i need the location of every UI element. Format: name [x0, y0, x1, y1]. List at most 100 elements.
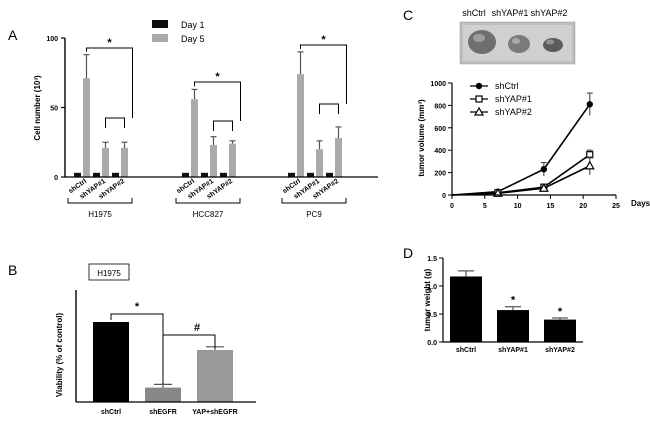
panel-d-y-tick-label: 0.0 [427, 340, 437, 347]
panel-a-legend-swatch [152, 20, 168, 28]
tumor-photo [459, 21, 576, 65]
panel-a-sig-bracket [300, 44, 347, 104]
panel-a-bar-day5 [191, 99, 198, 177]
panel-a-bar-day1 [182, 172, 189, 177]
panel-c-legend-label: shYAP#2 [495, 107, 532, 117]
panel-a-sig-star: * [321, 34, 326, 46]
panel-a-bar-day1 [201, 172, 208, 177]
tumor-photo-label: shYAP#2 [531, 8, 568, 18]
panel-c-x-tick-label: 10 [514, 203, 522, 210]
panel-a-ylabel: Cell number (10³) [33, 75, 42, 141]
panel-b-bar [93, 322, 129, 402]
panel-c-xlabel: Days [631, 199, 650, 208]
panel-a-bar-day5 [102, 147, 109, 177]
panel-d-y-tick-label: 0.5 [427, 312, 437, 319]
panel-c-legend-marker [475, 95, 483, 103]
panel-d-sig-star: * [558, 306, 563, 318]
panel-a-bar-day1 [326, 172, 333, 177]
panel-a-group-label: PC9 [306, 210, 322, 219]
panel-c-series-line [451, 103, 591, 196]
panel-b-ylabel: Viability (% of control) [55, 313, 64, 398]
panel-b-title-box [88, 263, 130, 281]
panel-a-bar-day5 [210, 145, 217, 177]
panel-b-category-label: YAP+shEGFR [192, 409, 237, 416]
panel-c-chart: shCtrl shYAP#1 shYAP#2 tumor volume (mm³) … [417, 8, 650, 210]
panel-c-x-tick-label: 20 [579, 203, 587, 210]
panel-a-sig-bracket [194, 81, 241, 121]
panel-c-series-line [451, 154, 591, 196]
panel-d-chart: tumor weight (g) 0.0 0.5 1.0 1.5 shCtrl shYA… [423, 256, 583, 354]
tumor-photo-label: shYAP#1 [492, 8, 529, 18]
panel-c-point [540, 166, 548, 173]
panel-a-bar-day5 [83, 78, 90, 177]
panel-a-bar-day1 [93, 172, 100, 177]
panel-a-group-label: H1975 [88, 210, 112, 219]
panel-d-category-label: shCtrl [456, 347, 476, 354]
panel-c-y-tick-label: 200 [434, 171, 446, 178]
panel-c-x-tick-label: 15 [547, 203, 555, 210]
panel-a-sig-subbracket [319, 103, 339, 114]
panel-c-legend-label: shCtrl [495, 81, 519, 91]
panel-a-bar-day1 [220, 172, 227, 177]
panel-d-ylabel: tumor weight (g) [423, 268, 432, 331]
panel-a-sig-subbracket [213, 120, 233, 131]
panel-d-bar [450, 276, 482, 342]
panel-c-point [538, 183, 549, 192]
panel-letter-d: D [403, 245, 413, 261]
panel-c-point [586, 101, 593, 108]
panel-b-category-label: shCtrl [101, 409, 121, 416]
panel-a-group-bracket [281, 198, 347, 204]
panel-a-sig-star: * [107, 37, 112, 49]
panel-c-x-tick-label: 0 [450, 203, 454, 210]
panel-c-y-tick-label: 400 [434, 148, 446, 155]
panel-d-bar [497, 310, 529, 342]
panel-c-y-tick-label: 600 [434, 126, 446, 133]
panel-c-y-tick-label: 800 [434, 103, 446, 110]
panel-d-y-tick-label: 1.5 [427, 256, 437, 263]
panel-a-bar-day5 [335, 138, 342, 177]
panel-a-sig-star: * [215, 71, 220, 83]
panel-a-group-label: HCC827 [193, 210, 224, 219]
panel-b-sig-bracket-2 [162, 334, 216, 384]
tumor-photo-label: shCtrl [462, 8, 486, 18]
panel-a-group-bracket [67, 198, 133, 204]
panel-a-sig-subbracket [105, 117, 125, 128]
panel-a-legend-label: Day 5 [181, 34, 205, 44]
panel-c-y-tick-label: 1000 [430, 81, 446, 88]
panel-c-legend-marker [473, 106, 485, 116]
panel-letter-b: B [8, 262, 17, 278]
panel-c-legend-marker [475, 82, 483, 90]
panel-a-bar-day5 [316, 149, 323, 177]
panel-d-bar [544, 319, 576, 342]
panel-a-bar-day1 [112, 172, 119, 177]
panel-c-y-tick-label: 0 [442, 193, 446, 200]
panel-a-legend-swatch [152, 34, 168, 42]
panel-b-bar [145, 387, 181, 402]
panel-b-chart: H1975 Viability (% of control) shCtrl shE… [55, 263, 256, 416]
panel-d-category-label: shYAP#2 [545, 347, 575, 354]
panel-letter-c: C [403, 7, 413, 23]
panel-b-sig-hash: # [194, 322, 200, 334]
panel-c-series-line [451, 165, 591, 196]
panel-d-category-label: shYAP#1 [498, 347, 528, 354]
panel-a-y-tick-label: 0 [54, 175, 58, 182]
panel-d-sig-star: * [511, 295, 516, 307]
panel-b-category-label: shEGFR [149, 409, 177, 416]
panel-a-bar-day5 [229, 143, 236, 177]
panel-a-group-bracket [175, 198, 241, 204]
panel-a-legend-label: Day 1 [181, 20, 205, 30]
panel-c-point [584, 160, 595, 170]
panel-b-title: H1975 [97, 269, 121, 278]
panel-c-ylabel: tumor volume (mm³) [417, 99, 426, 177]
panel-letter-a: A [8, 27, 18, 43]
panel-b-sig-star: * [135, 301, 140, 313]
panel-a-bar-day1 [74, 172, 81, 177]
panel-a-bar-day1 [307, 172, 314, 177]
panel-c-legend-label: shYAP#1 [495, 94, 532, 104]
panel-a-sig-bracket [86, 47, 133, 118]
panel-a-y-tick-label: 50 [50, 106, 58, 113]
panel-b-bar [197, 350, 233, 402]
panel-c-x-tick-label: 5 [483, 203, 487, 210]
